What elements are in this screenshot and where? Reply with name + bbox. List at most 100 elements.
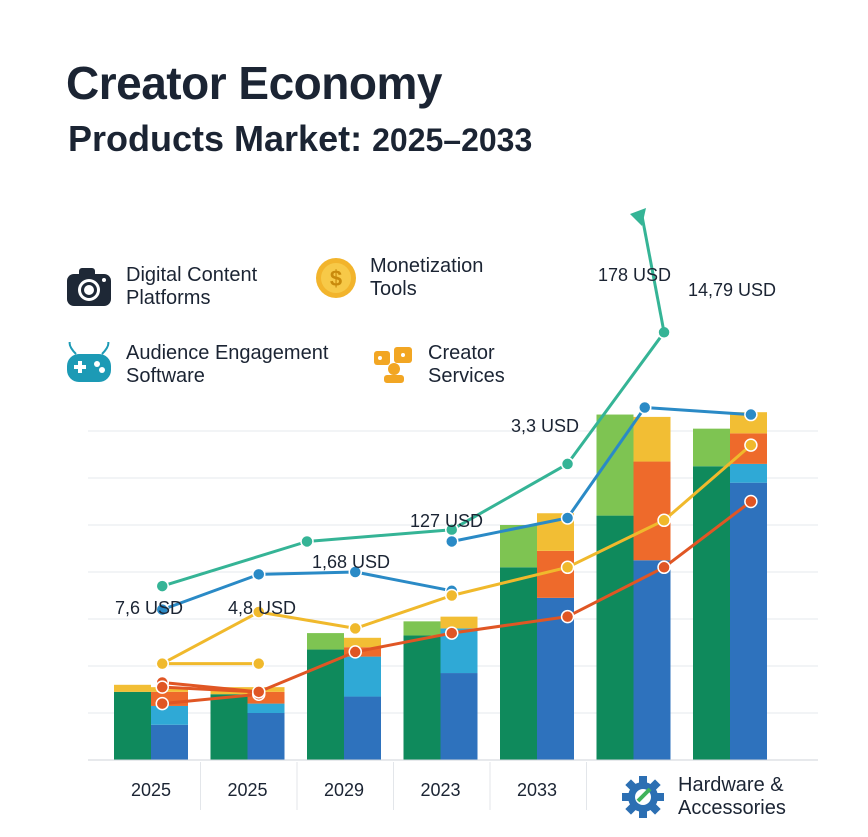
legend-label-line2: Tools [370,278,417,300]
data-point [252,567,266,582]
x-tick-label: 2023 [420,780,460,800]
data-point [348,565,362,579]
bar-segment [500,525,537,568]
chart-title: Creator Economy [66,57,442,109]
x-tick-label: 2025 [227,780,267,800]
gamepad-icon [67,342,111,382]
data-point [252,656,266,671]
bar-segment [633,560,671,760]
data-point [560,609,575,624]
legend-label-line1: Hardware & [678,774,784,796]
bar-segment [151,705,188,725]
bar-segment [210,694,248,760]
legend-creator-services: Creator Services [372,342,505,388]
x-tick-label: 2025 [131,780,171,800]
legend-label-line2: Accessories [678,797,786,819]
data-point [744,407,758,422]
bar-segment [500,567,537,760]
bar-segment [730,412,767,434]
bar-segment [693,466,730,760]
data-point [252,605,266,619]
data-point [560,511,575,525]
bar-segment [151,687,188,692]
trend-arrow-head [630,208,646,226]
subtitle-years: 2025–2033 [372,122,533,158]
data-point [155,656,169,671]
camera-icon [67,268,111,306]
bar-segment [344,696,381,760]
bar-segment [596,515,634,760]
coin-icon: $ [316,258,356,298]
data-point [155,579,169,593]
data-point [155,602,169,617]
data-point [657,560,671,575]
data-point [744,438,758,452]
data-point [155,696,169,711]
data-label: 127 USD [410,511,483,531]
x-tick-label: 2029 [324,780,364,800]
legend-digital-content-platforms: Digital Content Platforms [64,264,257,310]
series-line [160,570,454,612]
data-point [657,513,671,528]
data-point [252,685,266,699]
svg-text:$: $ [330,266,342,291]
bar-segment [403,621,441,636]
series-line [160,685,261,694]
legend-label-line2: Platforms [126,287,211,309]
series-line [450,406,753,543]
series-line [160,692,261,706]
legend-audience-engagement-software: Audience Engagement Software [64,342,328,388]
bar-segment [307,649,344,760]
bar-segment [114,691,151,760]
data-point [445,626,459,640]
data-point [445,588,459,603]
bar-segment [730,463,767,483]
data-label: 7,6 USD [115,598,183,618]
data-point [744,494,758,509]
legend-label-line2: Services [428,365,505,387]
data-point [300,534,314,549]
subtitle-text: Products Market: [68,118,363,159]
legend-label-line1: Creator [428,342,495,364]
bar-segment [730,482,767,760]
data-label: 1,68 USD [312,552,390,572]
gear-icon [622,776,664,818]
legend-monetization-tools: $ Monetization Tools [314,255,483,301]
bar-segment [633,461,671,561]
legend-label-line1: Digital Content [126,264,258,286]
bar-segment [633,416,671,462]
x-tick-label: 2033 [517,780,557,800]
bar-segment [537,597,574,760]
people-icon [374,347,412,383]
data-point [348,621,362,636]
data-label: 14,79 USD [688,280,776,300]
chart-subtitle: Products Market: 2025–2033 [68,118,532,160]
trend-arrow-line [640,215,666,333]
bar-segment [114,684,151,692]
legend-label-line1: Audience Engagement [126,342,329,364]
bar-segment [344,637,381,648]
data-point [445,534,459,549]
bar-segment [247,713,285,760]
bar-segment [307,633,344,650]
bar-segment [344,656,381,697]
data-point [348,645,362,659]
data-label: 3,3 USD [511,416,579,436]
legend-label-line1: Monetization [370,255,484,277]
bar-segment [151,724,188,760]
bar-segment [247,691,285,704]
legend-hardware-accessories: Hardware & Accessories [620,774,786,820]
legend-label-line2: Software [126,365,205,387]
data-label: 178 USD [598,265,671,285]
bar-segment [693,428,730,467]
bar-segment [440,616,478,629]
data-label: 4,8 USD [228,598,296,618]
bar-segment [440,673,478,760]
data-point [155,680,169,694]
data-point [638,400,652,415]
data-point [560,457,575,471]
bar-segment [403,635,441,760]
bar-segment [247,703,285,713]
data-point [560,560,575,575]
